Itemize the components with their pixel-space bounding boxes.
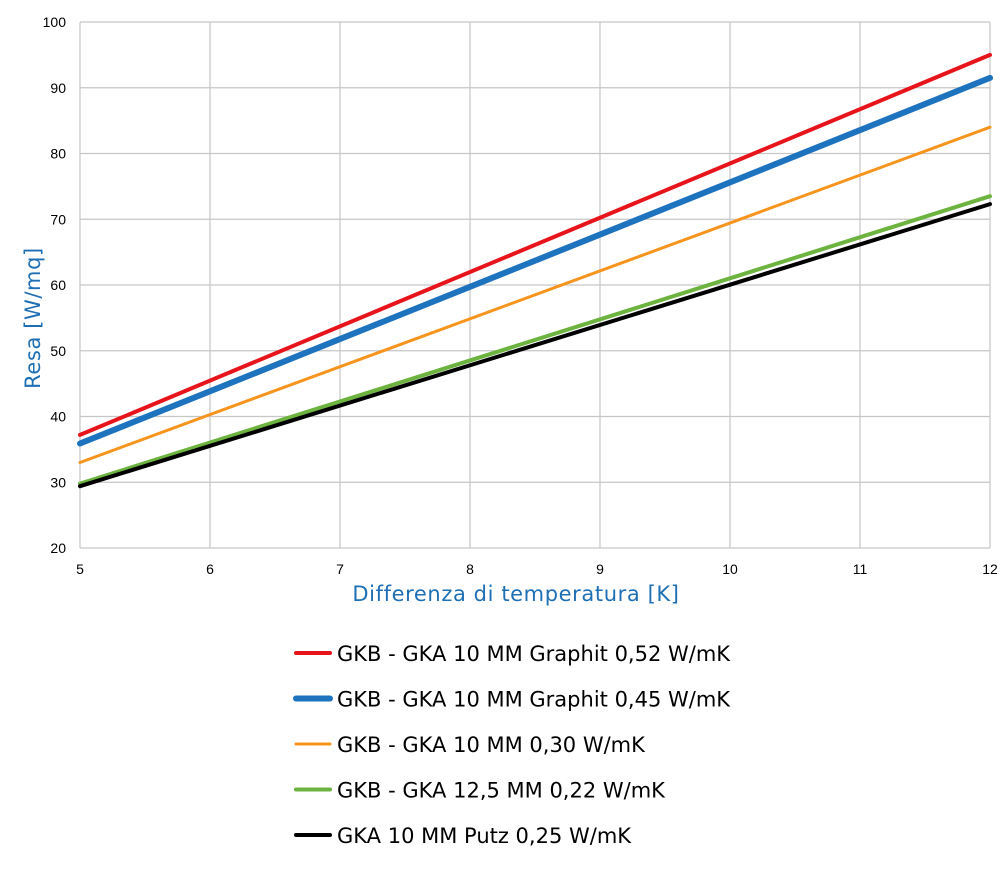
legend-label: GKB - GKA 10 MM Graphit 0,45 W/mK (337, 688, 731, 712)
y-tick-label: 80 (50, 146, 66, 162)
x-tick-label: 11 (853, 561, 868, 577)
series-line-5 (78, 202, 992, 489)
x-tick-label: 12 (982, 561, 998, 577)
y-tick-label: 90 (50, 80, 66, 96)
x-axis-title: Differenza di temperatura [K] (352, 582, 679, 606)
legend-label: GKB - GKA 10 MM 0,30 W/mK (337, 733, 646, 757)
y-axis-title: Resa [W/mq] (21, 247, 45, 389)
y-tick-label: 60 (50, 277, 66, 293)
x-tick-label: 8 (466, 561, 474, 577)
x-tick-label: 7 (336, 561, 344, 577)
x-tick-labels: 5 6 7 8 9 10 11 12 (76, 561, 998, 577)
y-tick-label: 50 (50, 343, 66, 359)
series-lines (77, 52, 993, 489)
y-tick-label: 100 (43, 14, 67, 30)
legend-label: GKA 10 MM Putz 0,25 W/mK (337, 824, 632, 848)
y-tick-label: 70 (50, 211, 66, 227)
series-line-1 (78, 52, 992, 437)
y-tick-label: 20 (50, 540, 66, 556)
series-line-2 (77, 74, 993, 447)
series-line-3 (78, 125, 992, 464)
legend-label: GKB - GKA 12,5 MM 0,22 W/mK (337, 779, 666, 803)
x-tick-label: 6 (206, 561, 214, 577)
y-tick-labels: 20 30 40 50 60 70 80 90 100 (43, 14, 67, 556)
x-tick-label: 9 (596, 561, 604, 577)
series-line-4 (78, 194, 992, 486)
y-tick-label: 40 (50, 409, 66, 425)
legend: GKB - GKA 10 MM Graphit 0,52 W/mK GKB - G… (293, 642, 731, 848)
x-tick-label: 5 (76, 561, 84, 577)
legend-label: GKB - GKA 10 MM Graphit 0,52 W/mK (337, 642, 731, 666)
y-tick-label: 30 (50, 474, 66, 490)
x-tick-label: 10 (722, 561, 738, 577)
